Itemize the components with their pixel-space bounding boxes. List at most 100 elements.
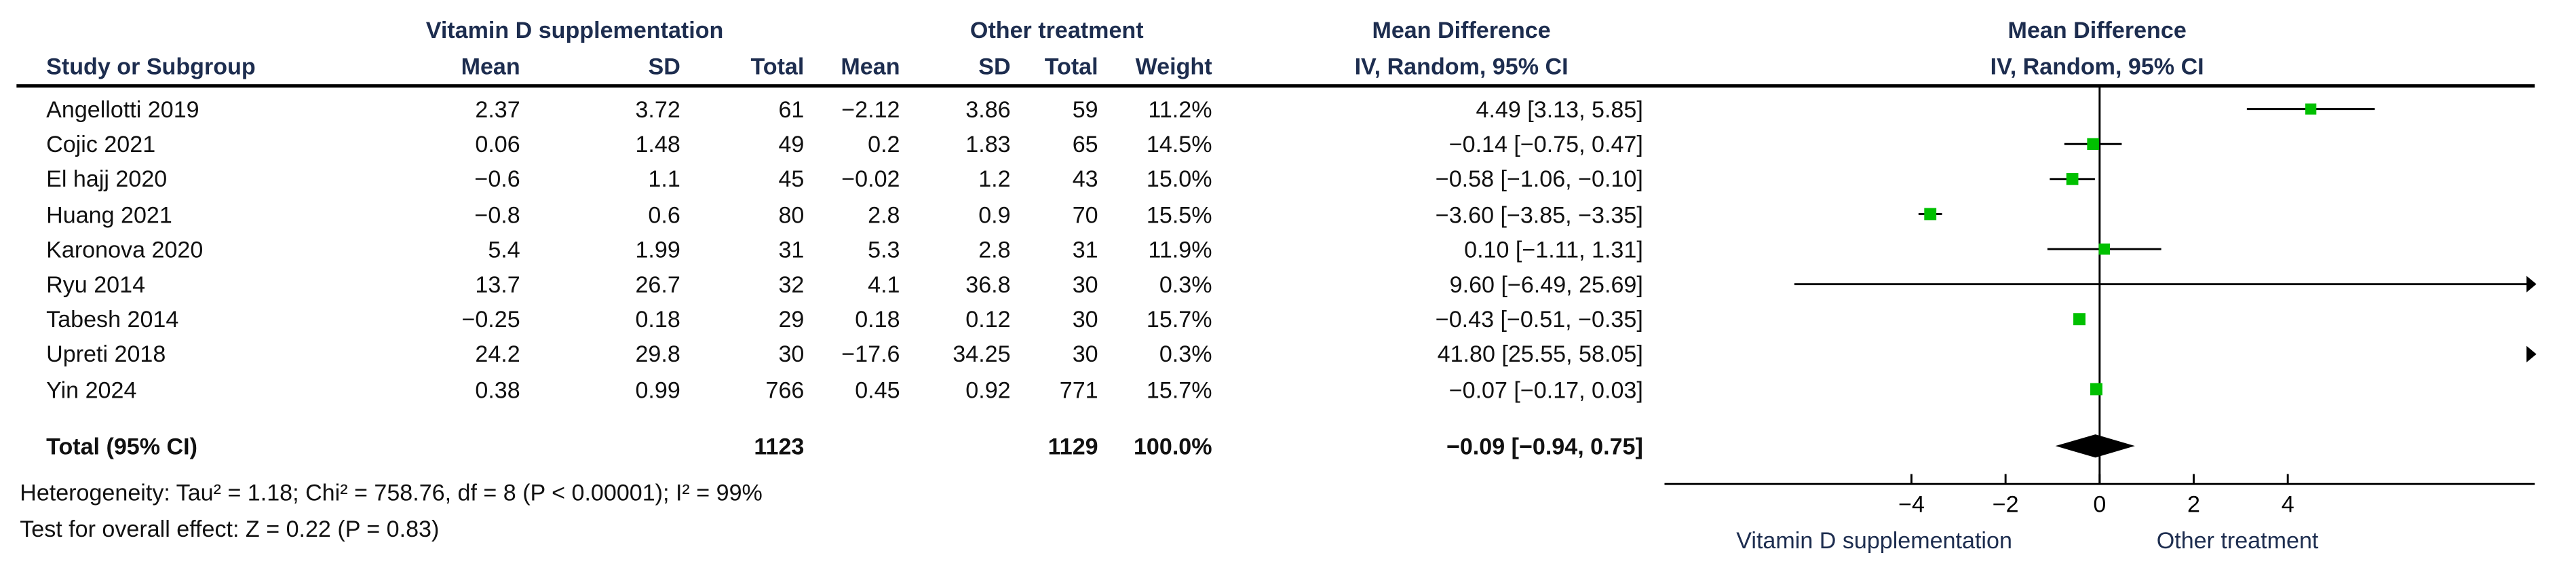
x-tick-label: 0	[2093, 492, 2106, 518]
mean2: 0.2	[868, 130, 900, 157]
ci-text: −0.07 [−0.17, 0.03]	[1448, 375, 1643, 402]
total2: 30	[1072, 341, 1098, 368]
xlabel-right: Other treatment	[2156, 527, 2319, 554]
total-total1: 1123	[754, 432, 805, 459]
mean2: 0.45	[855, 375, 900, 402]
total1: 61	[778, 96, 805, 123]
study-name: Upreti 2018	[46, 341, 166, 368]
total2: 771	[1059, 375, 1098, 402]
x-tick-label: −4	[1898, 492, 1925, 518]
ci-text: 4.49 [3.13, 5.85]	[1476, 96, 1643, 123]
total-weight: 100.0%	[1133, 432, 1212, 459]
total-ci-text: −0.09 [−0.94, 0.75]	[1446, 432, 1643, 459]
weight: 0.3%	[1159, 341, 1212, 368]
col-sd2: SD	[978, 52, 1011, 79]
mean1: −0.25	[461, 305, 520, 333]
sd2: 2.8	[978, 235, 1011, 263]
mean2: −0.02	[841, 166, 900, 193]
col-effect: IV, Random, 95% CI	[1354, 52, 1569, 79]
ci-text: −0.58 [−1.06, −0.10]	[1435, 166, 1643, 193]
mean2: −17.6	[841, 341, 900, 368]
mean1: −0.8	[474, 200, 520, 227]
plot-header: Mean Difference	[2007, 16, 2187, 43]
col-weight: Weight	[1135, 52, 1212, 79]
total-study-name: Total (95% CI)	[46, 432, 197, 459]
weight: 15.5%	[1146, 200, 1212, 227]
study-marker	[2073, 313, 2085, 326]
total1: 31	[778, 235, 805, 263]
study-name: Cojic 2021	[46, 130, 156, 157]
sd1: 1.48	[635, 130, 680, 157]
weight: 11.9%	[1148, 235, 1212, 263]
sd2: 1.83	[965, 130, 1011, 157]
total1: 32	[778, 271, 805, 298]
total-total2: 1129	[1047, 432, 1098, 459]
study-name: Huang 2021	[46, 200, 172, 227]
ci-arrow	[2526, 276, 2537, 292]
weight: 14.5%	[1146, 130, 1212, 157]
group2-header: Other treatment	[969, 16, 1144, 43]
mean2: 0.18	[855, 305, 900, 333]
sd2: 0.92	[965, 375, 1011, 402]
sd1: 3.72	[635, 96, 680, 123]
sd1: 0.99	[635, 375, 680, 402]
mean2: 5.3	[868, 235, 900, 263]
sd1: 0.6	[648, 200, 680, 227]
study-marker	[2066, 173, 2079, 185]
total1: 49	[778, 130, 805, 157]
sd1: 29.8	[635, 341, 680, 368]
sd2: 0.9	[978, 200, 1011, 227]
effect-header: Mean Difference	[1372, 16, 1551, 43]
col-mean2: Mean	[841, 52, 900, 79]
study-name: Angellotti 2019	[46, 96, 199, 123]
study-marker	[2090, 383, 2102, 396]
heterogeneity-text: Heterogeneity: Tau² = 1.18; Chi² = 758.7…	[20, 478, 763, 506]
ci-text: −3.60 [−3.85, −3.35]	[1435, 200, 1643, 227]
total1: 45	[778, 166, 805, 193]
sd1: 1.1	[648, 166, 680, 193]
mean1: 2.37	[475, 96, 520, 123]
col-total1: Total	[750, 52, 805, 79]
total2: 30	[1072, 271, 1098, 298]
study-marker	[1924, 208, 1937, 221]
x-tick-label: −2	[1993, 492, 2019, 518]
mean1: 0.38	[475, 375, 520, 402]
weight: 15.7%	[1146, 375, 1212, 402]
summary-diamond	[2055, 434, 2135, 458]
sd1: 1.99	[635, 235, 680, 263]
sd2: 34.25	[953, 341, 1011, 368]
xlabel-left: Vitamin D supplementation	[1736, 527, 2012, 554]
sd2: 0.12	[965, 305, 1011, 333]
col-mean1: Mean	[461, 52, 520, 79]
mean2: 4.1	[868, 271, 900, 298]
col-study: Study or Subgroup	[46, 52, 256, 79]
plot-subheader: IV, Random, 95% CI	[1990, 52, 2204, 79]
weight: 11.2%	[1148, 96, 1212, 123]
study-name: Ryu 2014	[46, 271, 146, 298]
sd1: 26.7	[635, 271, 680, 298]
weight: 0.3%	[1159, 271, 1212, 298]
mean1: 5.4	[488, 235, 520, 263]
ci-text: 41.80 [25.55, 58.05]	[1437, 341, 1643, 368]
study-marker	[2098, 243, 2111, 255]
study-name: Yin 2024	[46, 375, 137, 402]
total2: 43	[1072, 166, 1098, 193]
col-sd1: SD	[648, 52, 680, 79]
ci-arrow	[2526, 345, 2537, 363]
study-name: Karonova 2020	[46, 235, 204, 263]
overall-effect-text: Test for overall effect: Z = 0.22 (P = 0…	[20, 515, 440, 542]
mean1: 0.06	[475, 130, 520, 157]
mean2: 2.8	[868, 200, 900, 227]
total1: 80	[778, 200, 805, 227]
total1: 29	[778, 305, 805, 333]
sd1: 0.18	[635, 305, 680, 333]
study-name: El hajj 2020	[46, 166, 168, 193]
mean2: −2.12	[841, 96, 900, 123]
group1-header: Vitamin D supplementation	[425, 16, 724, 43]
study-marker	[2087, 138, 2099, 150]
mean1: 24.2	[475, 341, 520, 368]
ci-text: 0.10 [−1.11, 1.31]	[1464, 235, 1643, 263]
total1: 30	[778, 341, 805, 368]
